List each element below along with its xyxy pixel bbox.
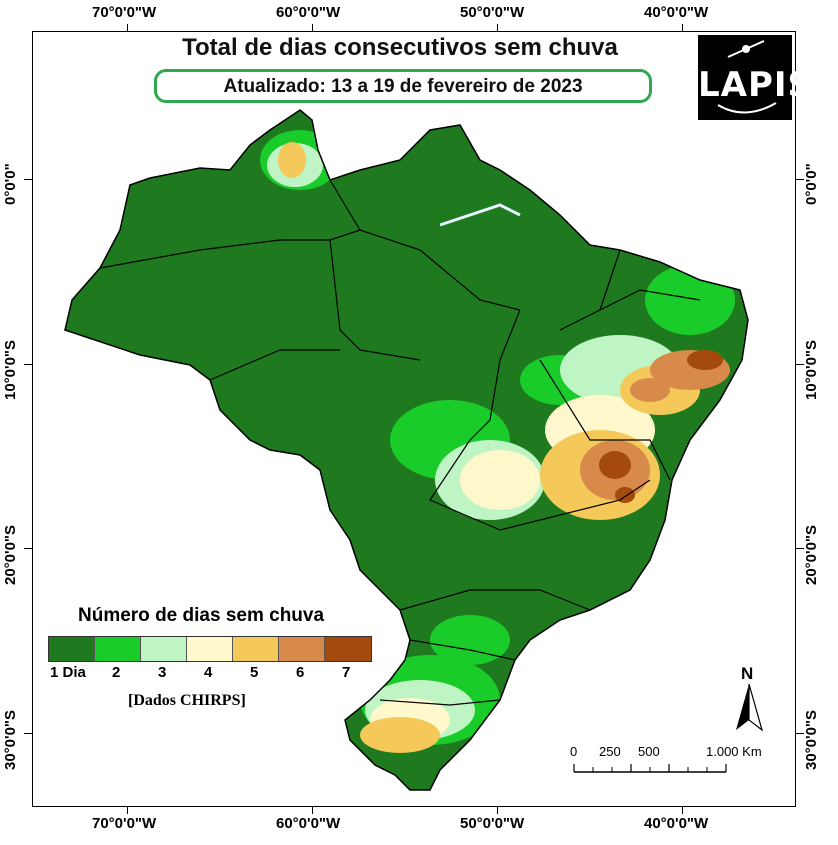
legend-label-4: 4: [204, 664, 213, 681]
patch-5-days: [360, 717, 440, 753]
state-border: [399, 589, 591, 611]
state-border: [559, 289, 701, 331]
lon-label-bottom-40w: 40°0'0"W: [644, 815, 709, 832]
state-border: [539, 359, 671, 481]
patch-4-days: [460, 450, 540, 510]
legend-color-bar: [48, 636, 372, 662]
legend-label-7: 7: [342, 664, 351, 681]
tick-top-70w: [127, 24, 128, 32]
lon-label-top-60w: 60°0'0"W: [276, 4, 341, 21]
tick-bottom-70w: [127, 806, 128, 814]
scale-label-500: 500: [638, 744, 660, 759]
tick-bottom-60w: [312, 806, 313, 814]
state-border: [499, 479, 651, 531]
scale-label-1000: 1.000 Km: [706, 744, 762, 759]
lon-label-top-50w: 50°0'0"W: [460, 4, 525, 21]
legend-swatch-7: [325, 637, 371, 661]
lon-label-top-70w: 70°0'0"W: [92, 4, 157, 21]
legend-swatch-3: [141, 637, 187, 661]
map-title: Total de dias consecutivos sem chuva: [182, 34, 618, 61]
satellite-icon: [717, 40, 777, 114]
legend-label-3: 3: [158, 664, 167, 681]
tick-left-0: [24, 179, 32, 180]
state-border: [409, 639, 516, 661]
state-border: [329, 179, 361, 231]
state-border: [329, 239, 421, 361]
tick-top-60w: [312, 24, 313, 32]
legend-title: Número de dias sem chuva: [78, 605, 325, 626]
patch-5-days: [278, 142, 306, 178]
amazon-river: [439, 203, 521, 227]
lon-label-bottom-50w: 50°0'0"W: [460, 815, 525, 832]
tick-bottom-40w: [682, 806, 683, 814]
legend-label-2: 2: [112, 664, 121, 681]
tick-bottom-50w: [497, 806, 498, 814]
legend-swatch-5: [233, 637, 279, 661]
lon-label-bottom-70w: 70°0'0"W: [92, 815, 157, 832]
legend-swatch-2: [95, 637, 141, 661]
tick-right-10s: [796, 364, 804, 365]
legend-label-1: 1 Dia: [50, 664, 86, 681]
scale-bar: [573, 764, 727, 773]
lapis-logo: LAPIS: [698, 35, 814, 120]
tick-right-30s: [796, 733, 804, 734]
brazil-outline: [64, 109, 749, 791]
patch-7-days: [687, 350, 723, 370]
lon-label-top-40w: 40°0'0"W: [644, 4, 709, 21]
state-border: [99, 229, 421, 269]
patch-7-days: [599, 451, 631, 479]
state-border: [379, 699, 501, 706]
north-arrow-icon: [736, 684, 764, 732]
legend-label-5: 5: [250, 664, 259, 681]
state-border: [209, 349, 340, 381]
legend-swatch-4: [187, 637, 233, 661]
tick-right-20s: [796, 548, 804, 549]
scale-label-250: 250: [599, 744, 621, 759]
legend-swatch-6: [279, 637, 325, 661]
scale-label-0: 0: [570, 744, 578, 759]
tick-left-10s: [24, 364, 32, 365]
state-border: [419, 249, 521, 311]
data-source: [Dados CHIRPS]: [128, 692, 246, 709]
patch-2-days: [430, 615, 510, 665]
tick-top-50w: [497, 24, 498, 32]
patch-7-days: [615, 487, 635, 503]
state-border: [469, 309, 521, 441]
legend-label-6: 6: [296, 664, 305, 681]
north-label: N: [741, 664, 754, 683]
state-border: [599, 249, 621, 311]
tick-left-20s: [24, 548, 32, 549]
logo-text: LAPIS: [698, 65, 814, 105]
tick-right-0: [796, 179, 804, 180]
map-subtitle: Atualizado: 13 a 19 de fevereiro de 2023: [154, 69, 652, 103]
tick-left-30s: [24, 733, 32, 734]
legend-swatch-1: [49, 637, 95, 661]
lon-label-bottom-60w: 60°0'0"W: [276, 815, 341, 832]
patch-6-days: [630, 378, 670, 402]
tick-top-40w: [682, 24, 683, 32]
state-border: [429, 439, 501, 531]
